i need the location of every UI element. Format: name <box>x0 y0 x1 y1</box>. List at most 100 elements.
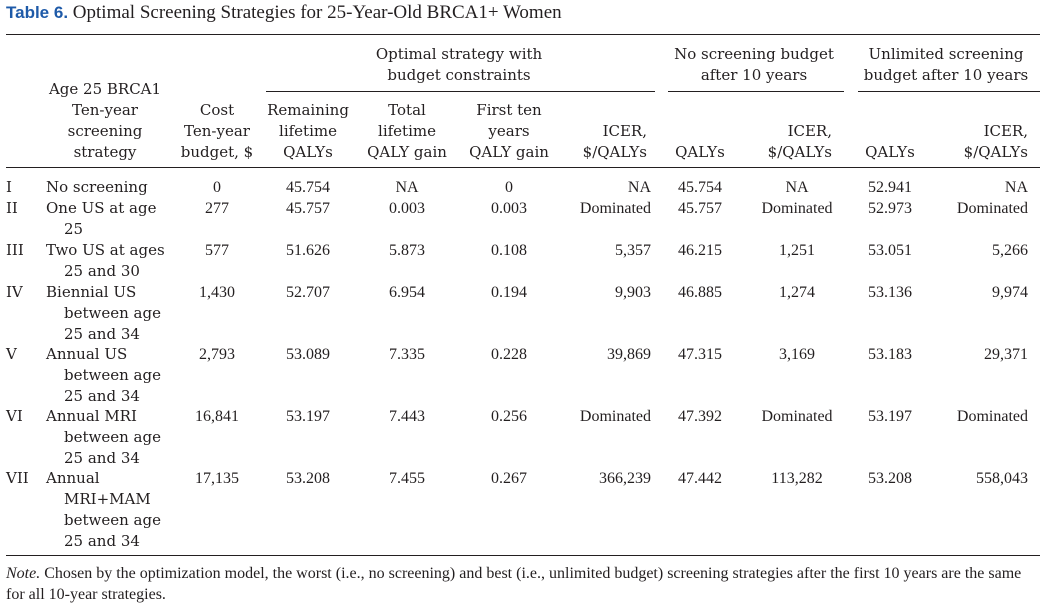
row-id: VI <box>6 407 23 425</box>
cell-qalys3: 53.208 <box>868 470 912 487</box>
cell-remaining: 51.626 <box>286 242 330 259</box>
cell-icer2: Dominated <box>761 408 833 425</box>
col-header-total: Total lifetime QALY gain <box>367 101 447 161</box>
cell-qalys2: 47.392 <box>678 408 722 425</box>
cell-total: NA <box>395 179 419 196</box>
cell-qalys3: 53.197 <box>868 408 912 425</box>
group-rule-unlimited <box>858 91 1040 92</box>
group-header-unlimited: Unlimited screening budget after 10 years <box>863 45 1029 84</box>
row-strategy-line: 25 and 34 <box>64 387 140 405</box>
row-strategy-line: 25 and 34 <box>64 449 140 467</box>
cell-qalys3: 53.051 <box>868 242 912 259</box>
cell-first: 0.267 <box>491 470 527 487</box>
cell-qalys2: 46.215 <box>678 242 722 259</box>
cell-icer3: Dominated <box>956 408 1028 425</box>
cell-remaining: 53.089 <box>286 346 330 363</box>
cell-qalys2: 45.757 <box>678 200 722 217</box>
group-header-optimal: Optimal strategy with budget constraints <box>375 45 543 84</box>
cell-icer1: NA <box>627 179 651 196</box>
cell-icer3: NA <box>1004 179 1028 196</box>
cell-first: 0.256 <box>491 408 527 425</box>
table-note: Note. Chosen by the optimization model, … <box>6 563 1040 605</box>
cell-icer2: 1,251 <box>779 242 815 259</box>
cell-total: 7.455 <box>389 470 425 487</box>
cell-icer3: 9,974 <box>992 284 1028 301</box>
note-label: Note. <box>6 565 41 582</box>
note-text: Chosen by the optimization model, the wo… <box>6 565 1022 603</box>
col-header-icer3: ICER, $/QALYs <box>963 122 1028 161</box>
row-strategy-line: Annual US <box>46 345 128 363</box>
cell-remaining: 45.754 <box>286 179 330 196</box>
row-strategy-line: between age <box>64 304 161 322</box>
cell-icer3: 29,371 <box>984 346 1028 363</box>
row-strategy-line: Annual <box>46 469 100 487</box>
cell-qalys2: 47.315 <box>678 346 722 363</box>
cell-first: 0.108 <box>491 242 527 259</box>
cell-first: 0.003 <box>491 200 527 217</box>
row-id: VII <box>6 469 29 487</box>
cell-total: 6.954 <box>389 284 425 301</box>
cell-qalys2: 47.442 <box>678 470 722 487</box>
cell-first: 0.228 <box>491 346 527 363</box>
table-title: Optimal Screening Strategies for 25-Year… <box>72 2 562 23</box>
cell-qalys2: 46.885 <box>678 284 722 301</box>
cell-remaining: 53.208 <box>286 470 330 487</box>
row-strategy-line: Biennial US <box>46 283 137 301</box>
cell-cost: 2,793 <box>199 346 235 363</box>
row-strategy-line: 25 and 34 <box>64 532 140 550</box>
cell-cost: 17,135 <box>195 470 239 487</box>
table-caption: Table 6. Optimal Screening Strategies fo… <box>6 2 562 24</box>
header-rule <box>6 167 1040 168</box>
cell-first: 0.194 <box>491 284 527 301</box>
cell-qalys3: 53.136 <box>868 284 912 301</box>
group-header-noscreen: No screening budget after 10 years <box>674 45 834 84</box>
row-strategy-line: between age <box>64 511 161 529</box>
top-rule <box>6 34 1040 35</box>
group-rule-noscreen <box>668 91 844 92</box>
cell-icer2: Dominated <box>761 200 833 217</box>
cell-total: 5.873 <box>389 242 425 259</box>
col-header-strategy: Age 25 BRCA1 Ten-year screening strategy <box>48 80 162 161</box>
cell-cost: 1,430 <box>199 284 235 301</box>
cell-remaining: 45.757 <box>286 200 330 217</box>
table-label: Table 6. <box>6 3 69 22</box>
cell-icer1: Dominated <box>579 408 651 425</box>
cell-qalys3: 52.941 <box>868 179 912 196</box>
row-strategy-line: One US at age <box>46 199 157 217</box>
group-rule-optimal <box>266 91 655 92</box>
col-header-first: First ten years QALY gain <box>469 101 549 161</box>
cell-icer1: 39,869 <box>607 346 651 363</box>
cell-icer2: 113,282 <box>771 470 823 487</box>
cell-icer3: 558,043 <box>976 470 1028 487</box>
cell-icer1: 366,239 <box>599 470 651 487</box>
row-strategy-line: 25 and 30 <box>64 262 140 280</box>
row-strategy-line: MRI+MAM <box>64 490 151 508</box>
cell-icer3: 5,266 <box>992 242 1028 259</box>
row-strategy-line: Annual MRI <box>46 407 137 425</box>
row-id: II <box>6 199 18 217</box>
row-id: III <box>6 241 24 259</box>
col-header-icer2: ICER, $/QALYs <box>767 122 832 161</box>
cell-cost: 0 <box>213 179 221 196</box>
row-strategy-line: between age <box>64 366 161 384</box>
cell-remaining: 52.707 <box>286 284 330 301</box>
row-strategy-line: No screening <box>46 178 148 196</box>
cell-icer1: 9,903 <box>615 284 651 301</box>
col-header-remaining: Remaining lifetime QALYs <box>267 101 349 161</box>
row-strategy-line: Two US at ages <box>46 241 165 259</box>
cell-cost: 577 <box>205 242 229 259</box>
cell-total: 7.335 <box>389 346 425 363</box>
col-header-qalys3: QALYs <box>865 143 915 161</box>
cell-cost: 277 <box>205 200 229 217</box>
cell-remaining: 53.197 <box>286 408 330 425</box>
cell-total: 0.003 <box>389 200 425 217</box>
cell-total: 7.443 <box>389 408 425 425</box>
row-id: I <box>6 178 12 196</box>
cell-icer2: NA <box>785 179 809 196</box>
col-header-icer1: ICER, $/QALYs <box>582 122 647 161</box>
col-header-cost: Cost Ten-year budget, $ <box>180 101 254 161</box>
cell-first: 0 <box>505 179 513 196</box>
row-id: IV <box>6 283 23 301</box>
bottom-rule <box>6 555 1040 556</box>
row-strategy-line: 25 and 34 <box>64 325 140 343</box>
